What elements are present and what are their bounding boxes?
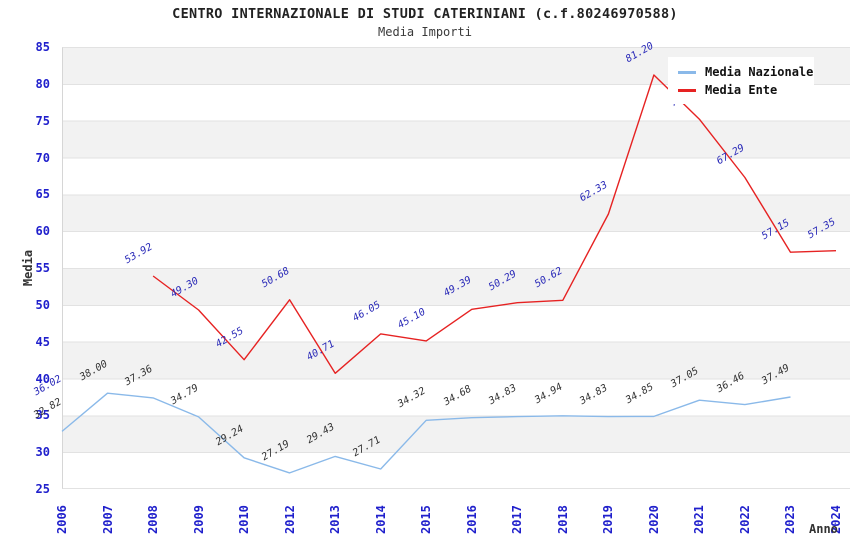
- x-tick-label: 2020: [646, 505, 661, 534]
- x-tick-label: 2019: [601, 505, 616, 534]
- chart-subtitle: Media Importi: [378, 25, 472, 39]
- y-tick-label: 75: [35, 113, 50, 128]
- x-tick-label: 2016: [464, 505, 479, 534]
- x-tick-label: 2006: [55, 505, 69, 534]
- x-tick-label: 2013: [328, 505, 343, 534]
- y-tick-label: 70: [35, 150, 50, 165]
- x-tick-label: 2015: [419, 505, 434, 534]
- x-tick-label: 2012: [282, 505, 297, 534]
- y-tick-label: 45: [35, 334, 50, 349]
- x-tick-label: 2021: [692, 505, 707, 534]
- chart-title: CENTRO INTERNAZIONALE DI STUDI CATERINIA…: [172, 6, 678, 22]
- x-tick-label: 2017: [510, 505, 525, 534]
- legend-item-media-ente[interactable]: Media Ente: [678, 81, 806, 99]
- x-tick-label: 2023: [783, 505, 798, 534]
- y-tick-label: 30: [35, 445, 50, 460]
- x-tick-label: 2022: [737, 505, 752, 534]
- y-tick-label: 85: [35, 40, 50, 54]
- legend-label: Media Ente: [705, 83, 778, 97]
- media-nazionale-line-swatch-icon: [678, 70, 696, 74]
- x-tick-label: 2009: [191, 505, 206, 534]
- media-ente-line-swatch-icon: [678, 88, 696, 92]
- x-tick-label: 2014: [373, 505, 388, 534]
- legend-label: Media Nazionale: [705, 65, 814, 79]
- y-tick-label: 35: [35, 408, 50, 423]
- y-tick-label: 65: [35, 187, 50, 202]
- y-axis-title: Media: [21, 249, 35, 287]
- y-tick-label: 60: [35, 224, 50, 239]
- legend: Media Nazionale Media Ente: [668, 57, 814, 104]
- x-axis-title: Anno: [809, 522, 838, 536]
- plot-area: [62, 47, 850, 489]
- x-tick-label: 2007: [100, 505, 115, 534]
- y-tick-label: 55: [35, 261, 50, 275]
- legend-item-media-nazionale[interactable]: Media Nazionale: [678, 63, 813, 81]
- y-tick-label: 25: [35, 482, 50, 496]
- x-tick-label: 2010: [237, 505, 252, 534]
- y-tick-label: 50: [35, 297, 50, 312]
- y-tick-label: 40: [35, 371, 50, 386]
- x-tick-label: 2008: [146, 505, 161, 534]
- y-tick-label: 80: [35, 76, 50, 91]
- x-tick-label: 2018: [555, 505, 570, 534]
